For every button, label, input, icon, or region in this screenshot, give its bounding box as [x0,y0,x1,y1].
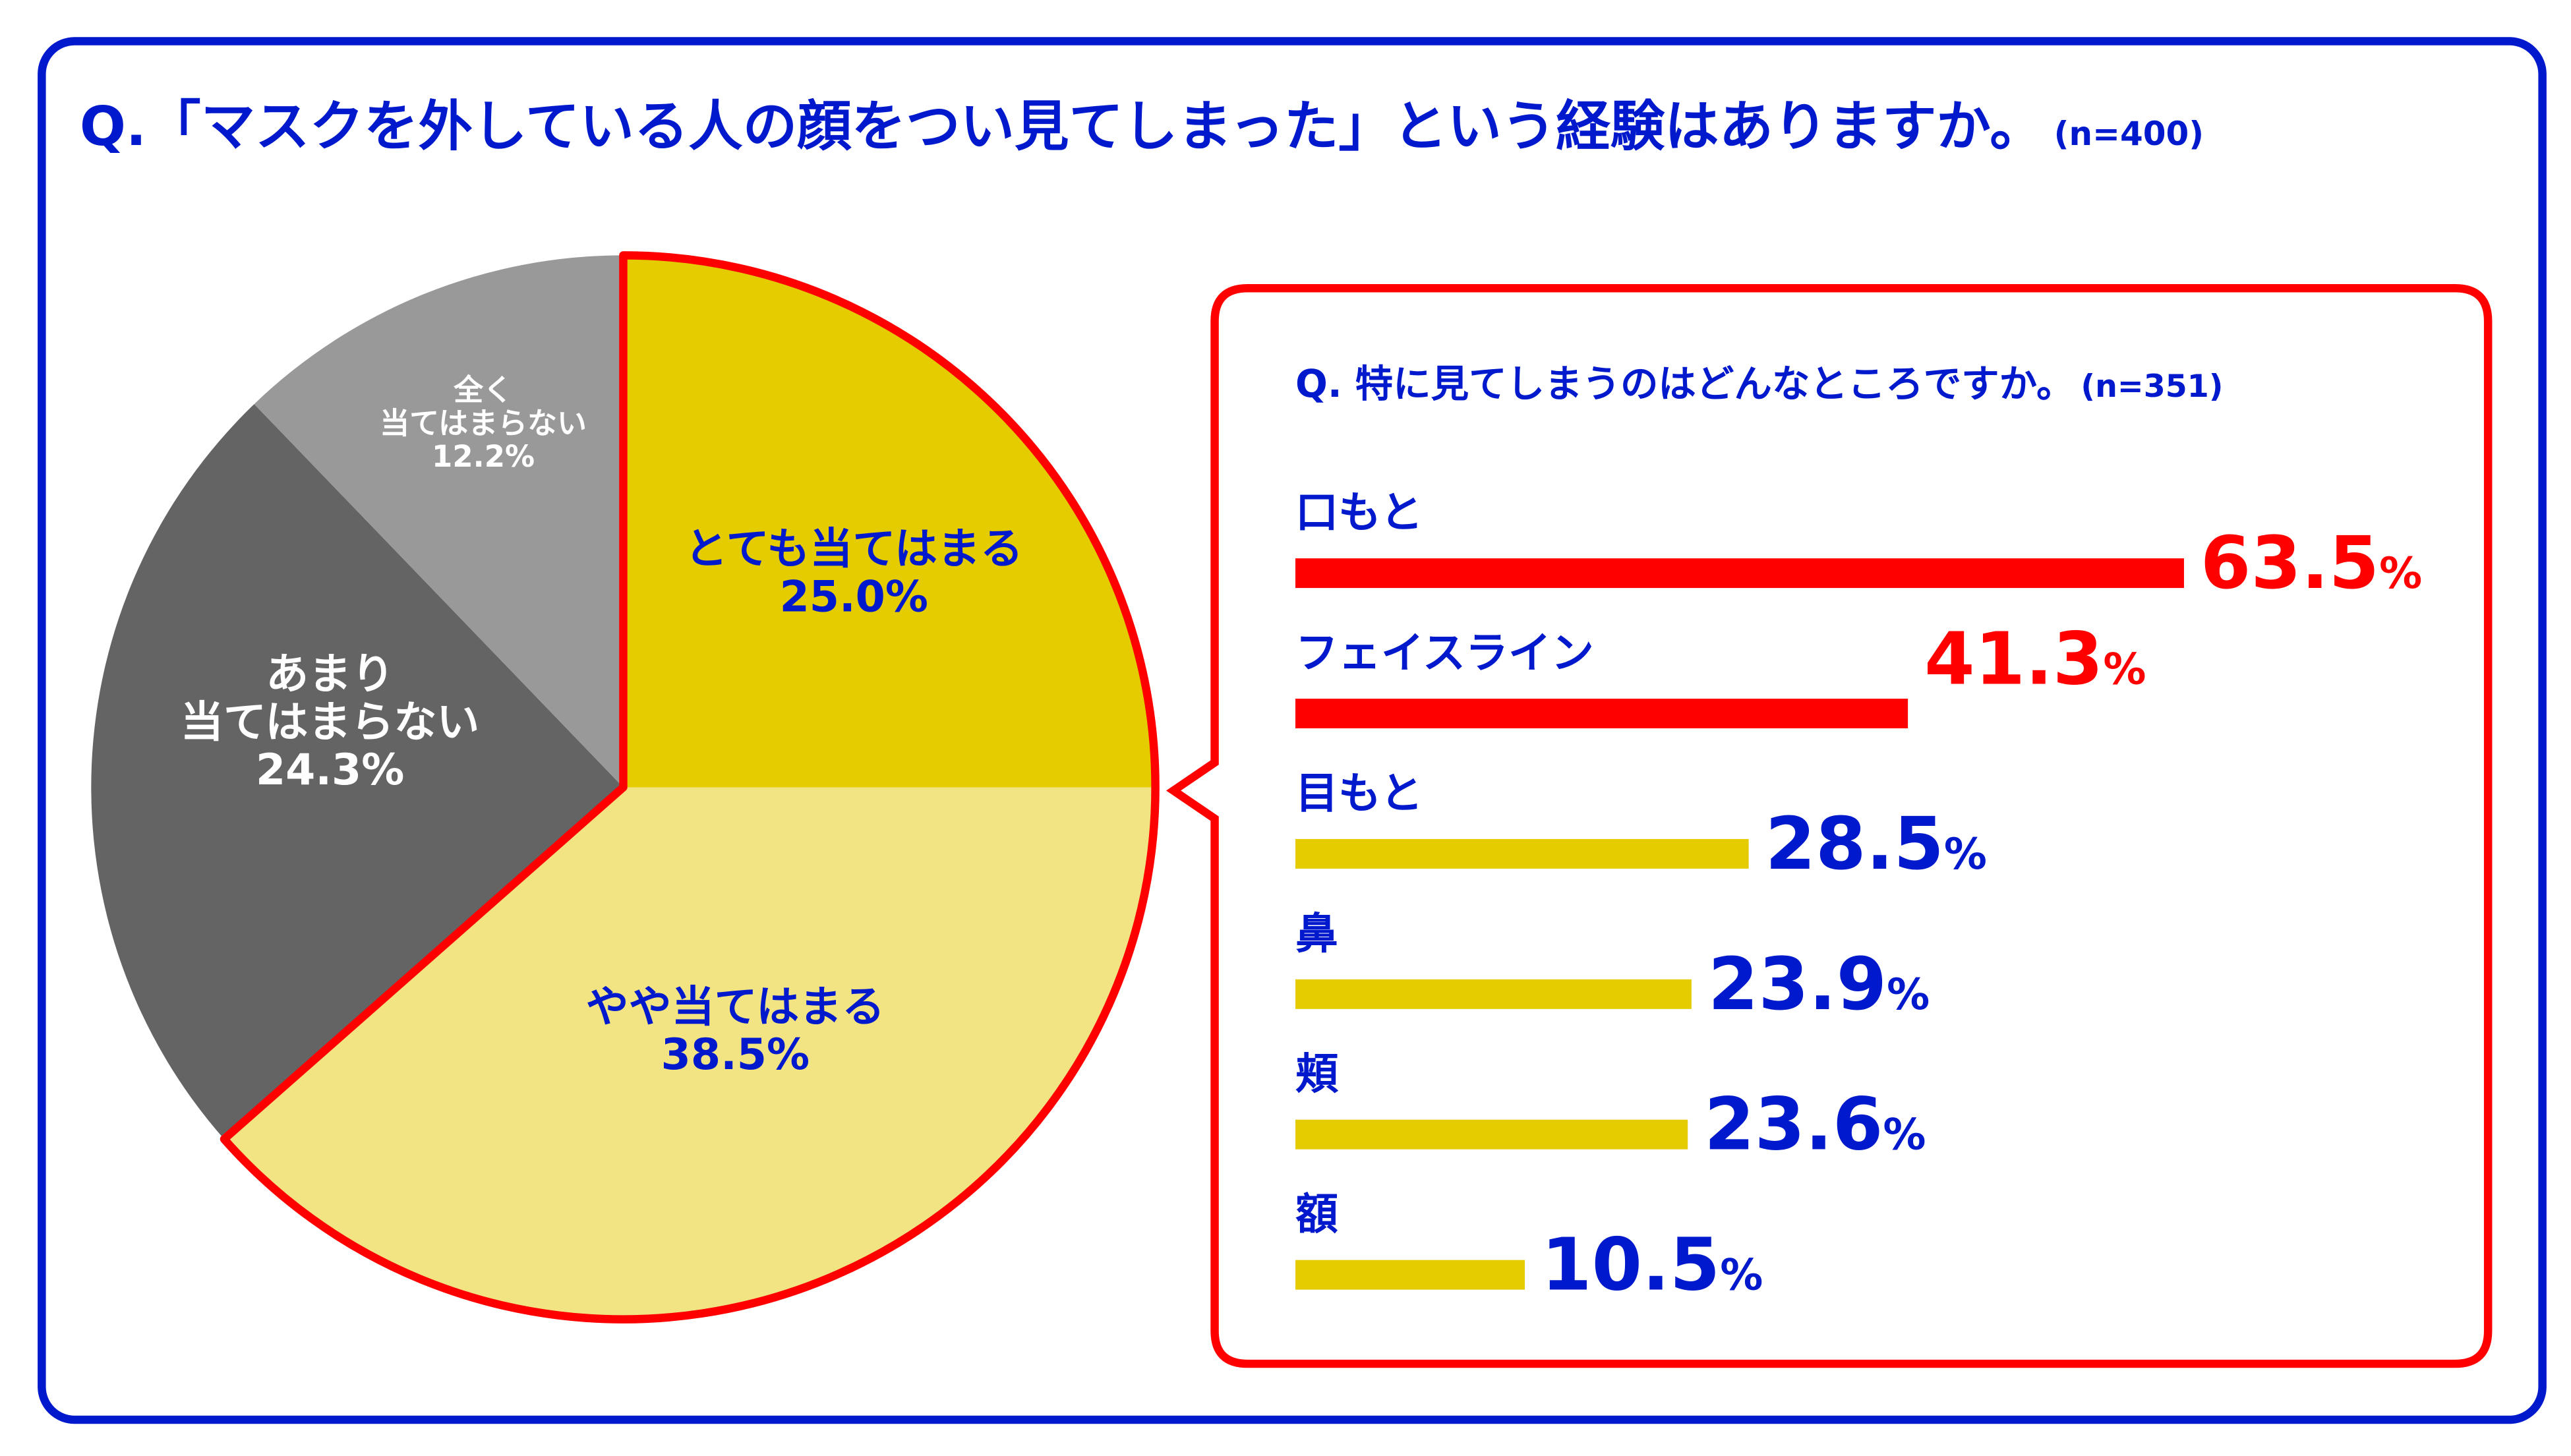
bar [1295,699,1908,728]
main-title: Q.「マスクを外している人の顔をつい見てしまった」という経験はありますか。 (n=… [80,95,2204,158]
bar-category-label: 額 [1295,1190,1338,1239]
bar-value-number: 23.6 [1704,1082,1883,1167]
bar-value-unit: % [1944,830,1987,879]
pie-chart: とても当てはまる 25.0%やや当てはまる 38.5%あまり当てはまらない 24.3%… [91,251,1160,1324]
pie-slice-label: やや当てはまる 38.5% [586,982,885,1080]
pie-label-line: やや当てはまる [586,982,885,1032]
bar-value-label: 41.3% [1924,617,2146,701]
bar-value-number: 28.5 [1765,801,1944,886]
pie-slice-value: 12.2% [432,439,535,474]
bar-category-label: 頬 [1295,1049,1339,1099]
pie-slice-value: 38.5% [661,1030,810,1080]
callout-panel [1166,284,2493,1368]
bar-title-n: (n=351) [2081,368,2223,405]
bar [1295,558,2184,589]
pie-label-line: あまり [266,650,394,699]
bar-chart: 口もと 63.5% フェイスライン 41.3% 目もと 28.5% 鼻 23.9% 頬 23.6%… [1295,488,2422,1307]
bar-value-number: 23.9 [1708,942,1887,1026]
main-title-text: Q.「マスクを外している人の顔をつい見てしまった」という経験はありますか。 [80,95,2044,158]
pie-slice [224,787,1156,1320]
bar [1295,979,1692,1009]
bar-title: Q. 特に見てしまうのはどんなところですか。 (n=351) [1295,362,2223,406]
bar-category-label: 鼻 [1295,909,1338,958]
bar-value-label: 23.9% [1708,942,1930,1026]
bar-value-unit: % [1883,1111,1926,1160]
pie-slice-label: 全く当てはまらない 12.2% [380,372,587,474]
bar-value-unit: % [1887,970,1930,1020]
bar-category-label: 目もと [1295,769,1423,818]
bar-value-number: 41.3 [1924,617,2103,701]
bar-category-label: 口もと [1295,488,1423,538]
bar [1295,1119,1688,1150]
pie-slice-value: 24.3% [256,745,404,795]
bar-value-label: 63.5% [2201,521,2422,605]
bar-value-label: 28.5% [1765,801,1987,886]
pie-slice-label: とても当てはまる 25.0% [685,525,1023,622]
main-title-n: (n=400) [2054,115,2204,153]
pie-slice-value: 25.0% [780,572,928,622]
bar-value-unit: % [2103,645,2146,695]
bar-value-unit: % [1720,1251,1763,1300]
bar-value-label: 10.5% [1541,1223,1763,1307]
pie-label-line: 当てはまらない [380,406,587,441]
bar-value-label: 23.6% [1704,1082,1926,1167]
bar-value-number: 10.5 [1541,1223,1720,1307]
pie-slice [91,404,624,1140]
bar-title-text: Q. 特に見てしまうのはどんなところですか。 [1295,362,2074,406]
pie-slice-label: あまり当てはまらない 24.3% [181,650,479,796]
pie-slice [254,255,624,788]
bar-value-number: 63.5 [2201,521,2379,605]
pie-label-line: 全く [453,372,513,407]
pie-slice [623,255,1156,788]
bar [1295,1260,1525,1290]
bar-value-unit: % [2379,549,2422,598]
pie-label-line: とても当てはまる [685,525,1023,574]
pie-label-line: 当てはまらない [181,697,479,747]
pie-highlight-outline [220,251,1160,1324]
bar-category-label: フェイスライン [1295,629,1594,678]
bar [1295,838,1749,869]
